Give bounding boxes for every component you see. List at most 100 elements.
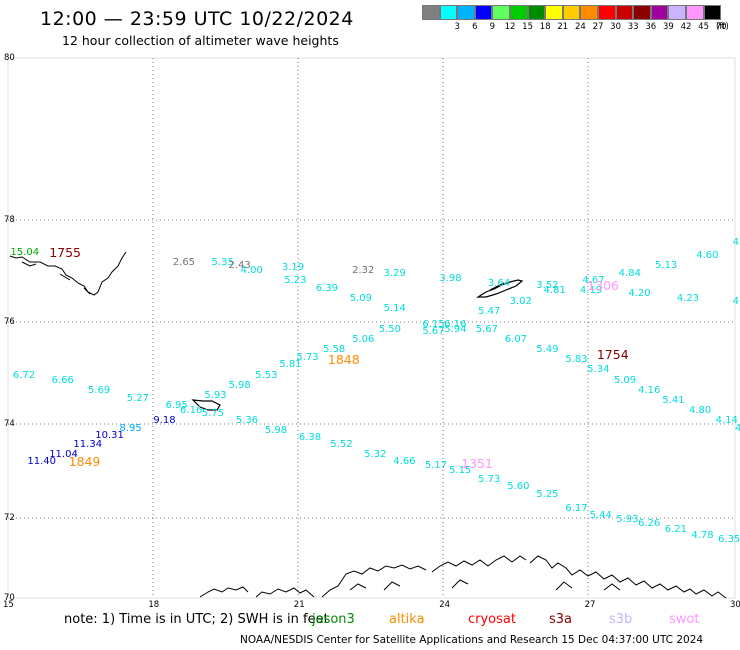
wave-height-value: 3.19	[281, 262, 305, 274]
satellite-name-jason3: jason3	[312, 612, 355, 627]
wave-height-value: 4.	[732, 236, 740, 248]
map-subtitle: 12 hour collection of altimeter wave hei…	[62, 33, 339, 48]
wave-height-value: 4.84	[618, 267, 641, 279]
credit-line: NOAA/NESDIS Center for Satellite Applica…	[240, 634, 704, 646]
wave-height-value: 6.16	[444, 318, 467, 330]
legend-label: 70	[715, 22, 727, 32]
wave-height-value: 5.94	[444, 323, 467, 335]
wave-height-value: 8.95	[119, 422, 142, 434]
longitude-tick-label: 15	[3, 600, 14, 610]
wave-height-value: 6.66	[51, 374, 74, 386]
legend-label: 3	[454, 22, 460, 32]
wave-height-value: 6.07	[504, 333, 528, 345]
legend-swatch	[615, 5, 634, 20]
wave-height-value: 6.17	[565, 502, 588, 514]
wave-height-value: 15.04	[10, 247, 40, 259]
legend-label: 45	[698, 22, 710, 32]
norway-coastline	[199, 555, 727, 599]
wave-height-value: 5.60	[507, 481, 530, 493]
wave-height-value: 5.09	[613, 374, 637, 386]
wave-height-value: 5.44	[589, 509, 612, 521]
wave-height-value: 5.75	[201, 407, 225, 419]
wave-height-value: 5.47	[478, 305, 501, 317]
wave-height-value: 4.5	[732, 295, 740, 307]
legend-swatch	[562, 5, 581, 20]
satellite-name-s3b: s3b	[609, 612, 633, 627]
legend-label: 18	[539, 22, 551, 32]
wave-height-value: 5.53	[255, 369, 278, 381]
legend-label: 9	[489, 22, 496, 32]
legend-label: 42	[680, 22, 692, 32]
longitude-tick-label: 18	[148, 600, 160, 610]
wave-height-color-legend	[422, 5, 722, 20]
legend-swatch	[422, 5, 440, 20]
legend-swatch	[597, 5, 616, 20]
wave-height-value: 9.18	[153, 415, 176, 427]
wave-height-value: 5.69	[87, 384, 111, 396]
legend-swatch	[633, 5, 651, 20]
pass-time: 1848	[327, 352, 360, 368]
wave-height-value: 5.93	[204, 389, 227, 401]
pass-time: 1849	[68, 453, 101, 469]
wave-height-value: 5.50	[378, 323, 402, 335]
svalbard-coastline	[9, 251, 127, 296]
wave-height-value: 4.66	[393, 455, 416, 467]
wave-height-value: 4.67	[582, 275, 605, 287]
legend-swatch	[457, 5, 475, 20]
wave-height-value: 10.31	[95, 429, 124, 441]
note-text: note: 1) Time is in UTC; 2) SWH is in fe…	[64, 612, 329, 627]
legend-swatch	[439, 5, 458, 20]
wave-height-value: 5.23	[284, 275, 307, 287]
wave-height-value: 5.32	[364, 448, 387, 460]
wave-height-value: 4.78	[691, 530, 714, 541]
legend-swatch	[685, 5, 704, 20]
satellite-name-swot: swot	[669, 612, 700, 627]
legend-swatch	[474, 5, 493, 20]
legend-swatch	[580, 5, 598, 20]
wave-height-value: 5.98	[228, 379, 251, 391]
longitude-tick-label: 30	[730, 600, 740, 610]
wave-height-value: 6.16	[180, 405, 203, 417]
wave-height-value: 5.58	[323, 344, 346, 356]
pass-time: 1306	[587, 278, 619, 294]
legend-label: 21	[557, 22, 569, 32]
wave-height-value: 4.00	[240, 265, 263, 276]
legend-label: 6	[472, 22, 478, 32]
wave-height-value: 4.80	[688, 405, 712, 417]
wave-height-value: 3.64	[487, 277, 511, 289]
wave-height-value: 5.27	[126, 392, 149, 404]
wave-height-value: 5.35	[211, 257, 234, 269]
legend-label: 33	[627, 22, 639, 32]
wave-height-value: 5.34	[587, 364, 610, 376]
legend-swatch	[509, 5, 528, 20]
wave-height-value: 4.60	[696, 249, 719, 261]
wave-height-value: 5.52	[330, 439, 353, 451]
wave-height-value: 5.67	[422, 326, 445, 338]
legend-swatch	[545, 5, 563, 20]
wave-height-value: 5.25	[536, 488, 559, 500]
latitude-tick-label: 76	[4, 317, 15, 327]
wave-height-value: 4.16	[638, 384, 661, 396]
wave-height-value: 2.65	[172, 257, 196, 269]
wave-height-value: 4.19	[579, 285, 603, 297]
legend-swatch	[650, 5, 669, 20]
wave-height-value: 4.81	[543, 285, 566, 297]
wave-height-value: 5.13	[655, 259, 678, 271]
wave-height-value: 4.20	[628, 287, 651, 299]
wave-height-value: 2.32	[352, 265, 375, 276]
legend-swatch	[668, 5, 686, 20]
wave-height-value: 6.21	[664, 524, 687, 535]
wave-height-value: 5.14	[383, 303, 406, 315]
wave-height-value: 5.73	[296, 351, 319, 363]
wave-height-value: 2.43	[228, 259, 251, 271]
wave-height-value: 6.39	[315, 282, 339, 294]
wave-height-value: 5.49	[536, 344, 559, 356]
wave-height-value: 5.83	[565, 354, 588, 366]
legend-label: 39	[662, 22, 674, 32]
wave-height-value: 11.34	[73, 439, 103, 451]
wave-height-value: 3.02	[509, 295, 532, 307]
plot-frame	[7, 57, 736, 599]
wave-height-value: 5.98	[264, 425, 288, 437]
pass-time: 1755	[49, 245, 81, 261]
